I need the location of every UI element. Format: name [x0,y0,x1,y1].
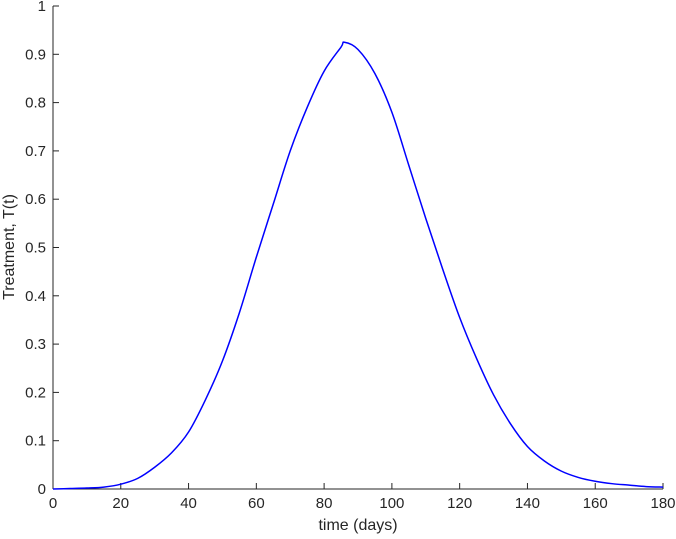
x-tick-label: 140 [515,495,540,512]
plot-area: 0 20 40 60 80 100 120 140 160 180 0 0.1 0.2 0.3 0.4 0.… [25,0,675,512]
x-tick-label: 20 [112,495,129,512]
x-tick-label: 80 [316,495,333,512]
y-tick-label: 0.7 [25,143,46,160]
x-tick-label: 180 [650,495,675,512]
x-axis-ticks: 0 20 40 60 80 100 120 140 160 180 [49,483,676,512]
y-tick-label: 0.8 [25,95,46,112]
x-tick-label: 0 [49,495,57,512]
x-tick-label: 100 [379,495,404,512]
y-tick-label: 0 [38,481,46,498]
y-tick-label: 0.4 [25,288,46,305]
treatment-curve [52,41,664,490]
y-tick-label: 0.6 [25,191,46,208]
y-tick-label: 0.5 [25,240,46,257]
y-axis-ticks: 0 0.1 0.2 0.3 0.4 0.5 0.6 0.7 0.8 0.9 1 [25,0,59,498]
x-tick-label: 160 [583,495,608,512]
x-tick-label: 40 [180,495,197,512]
y-tick-label: 0.3 [25,336,46,353]
y-axis-title: Treatment, T(t) [1,194,18,300]
x-axis-title: time (days) [318,517,397,534]
y-tick-label: 0.1 [25,433,46,450]
y-tick-label: 0.2 [25,384,46,401]
y-tick-label: 1 [38,0,46,15]
x-tick-label: 60 [248,495,265,512]
y-tick-label: 0.9 [25,46,46,63]
x-tick-label: 120 [447,495,472,512]
